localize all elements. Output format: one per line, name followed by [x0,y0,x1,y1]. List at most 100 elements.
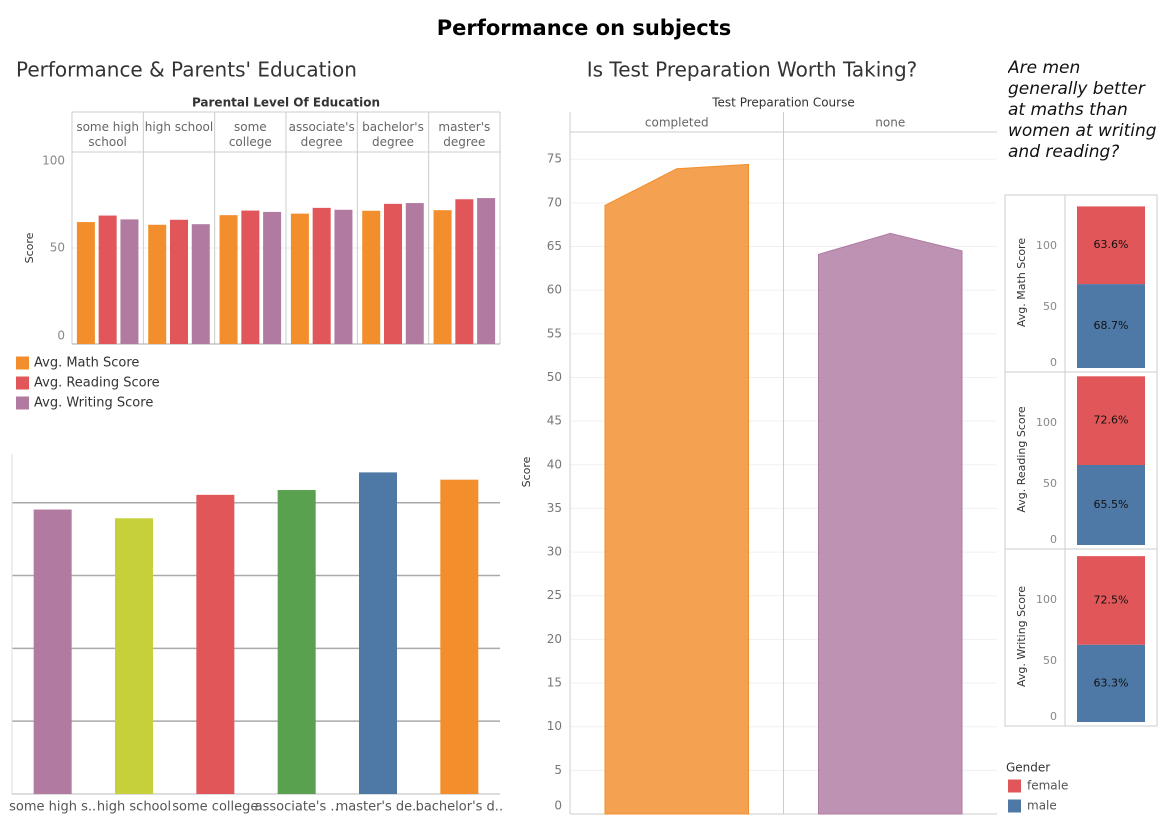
chart-title-box: Are men generally better at maths than w… [1008,58,1157,162]
y-tick-label: 70 [547,195,562,209]
legend-swatch [16,376,29,390]
category-label-box: master's degree [438,120,491,149]
legend-swatch [1008,799,1021,813]
bar-segment [1077,644,1145,722]
bar [440,479,479,794]
bar [219,215,238,344]
y-tick-label: 0 [554,799,562,813]
y-tick-label: 10 [547,719,562,733]
y-tick-label: 0 [1050,533,1057,546]
category-label: associate's degree [288,120,355,149]
bar [277,490,316,794]
y-tick-label: 100 [1036,416,1057,429]
bar [405,203,424,344]
y-tick-label: 50 [1043,477,1057,490]
value-label: 65.5% [1094,498,1129,511]
bar [196,494,235,794]
bar [384,203,402,344]
bar [263,211,282,344]
header-title: Parental Level Of Education [192,96,380,110]
legend-title: Gender [1006,761,1050,775]
y-tick-label: 60 [547,283,562,297]
bar [455,199,474,344]
y-tick-label: 5 [554,763,562,777]
bar-segment [1077,284,1145,368]
header-title: Test Preparation Course [711,96,854,110]
legend-label: Avg. Math Score [34,356,139,371]
chart-title: Are men generally better at maths than w… [1008,58,1157,162]
x-tick-label: master's de.. [336,800,421,815]
x-tick-label: high school [97,800,171,815]
bar [359,472,397,794]
y-tick-label: 30 [547,545,562,559]
y-tick-label: 50 [547,370,562,384]
legend-swatch [1008,779,1021,793]
dashboard-title: Performance on subjects [437,16,732,40]
pane-label: completed [645,116,709,130]
bar [76,222,95,344]
y-axis-title: Avg. Writing Score [1015,586,1028,687]
y-tick-label: 0 [57,329,65,343]
value-label: 63.6% [1094,238,1129,251]
bar [33,509,72,794]
legend-label: Avg. Reading Score [34,376,160,391]
bar [98,215,117,344]
bar-segment [1077,556,1145,645]
x-tick-label: some college [172,800,258,815]
area [818,232,963,815]
y-axis-title: Avg. Reading Score [1015,406,1028,513]
chart-title: Performance & Parents' Education [16,58,357,82]
legend-label: male [1027,799,1057,813]
y-tick-label: 75 [547,152,562,166]
bar [148,224,167,344]
chart-title: Is Test Preparation Worth Taking? [587,58,918,82]
bar-segment [1077,376,1145,465]
category-label: bachelor's degree [362,120,424,149]
y-tick-label: 20 [547,632,562,646]
category-label: high school [144,120,214,134]
bar [433,210,452,344]
bar [191,224,210,344]
y-tick-label: 100 [1036,239,1057,252]
bar [312,207,331,344]
legend-label: female [1027,779,1068,793]
category-label-box: some high school [76,120,139,149]
y-tick-label: 65 [547,239,562,253]
panel-frame [1004,548,1158,727]
x-tick-label: associate's .. [255,800,339,815]
legend-swatch [16,356,29,370]
value-label: 72.6% [1094,414,1129,427]
bar [115,518,153,794]
y-tick-label: 35 [547,501,562,515]
bar [241,210,260,344]
bar [477,198,496,344]
category-label: some high school [76,120,139,149]
x-tick-label: some high s.. [9,800,96,815]
y-tick-label: 100 [42,154,65,168]
area [604,163,749,815]
bar [362,210,381,344]
y-tick-label: 45 [547,414,562,428]
pane-label: none [875,116,905,130]
legend-label: Avg. Writing Score [34,396,153,411]
y-axis-title: Score [23,232,36,263]
y-tick-label: 50 [1043,300,1057,313]
value-label: 63.3% [1094,676,1129,689]
y-tick-label: 50 [1043,654,1057,667]
y-tick-label: 25 [547,588,562,602]
y-tick-label: 50 [50,241,65,255]
y-tick-label: 0 [1050,356,1057,369]
value-label: 72.5% [1094,593,1129,606]
bar [334,209,353,344]
bar-segment [1077,206,1145,285]
category-label: master's degree [438,120,491,149]
bar [170,219,188,344]
x-tick-label: bachelor's d.. [416,800,504,815]
category-label-box: some college [229,120,272,149]
category-label-box: associate's degree [288,120,355,149]
category-label-box: high school [144,120,214,134]
bar [120,219,139,344]
y-tick-label: 100 [1036,593,1057,606]
